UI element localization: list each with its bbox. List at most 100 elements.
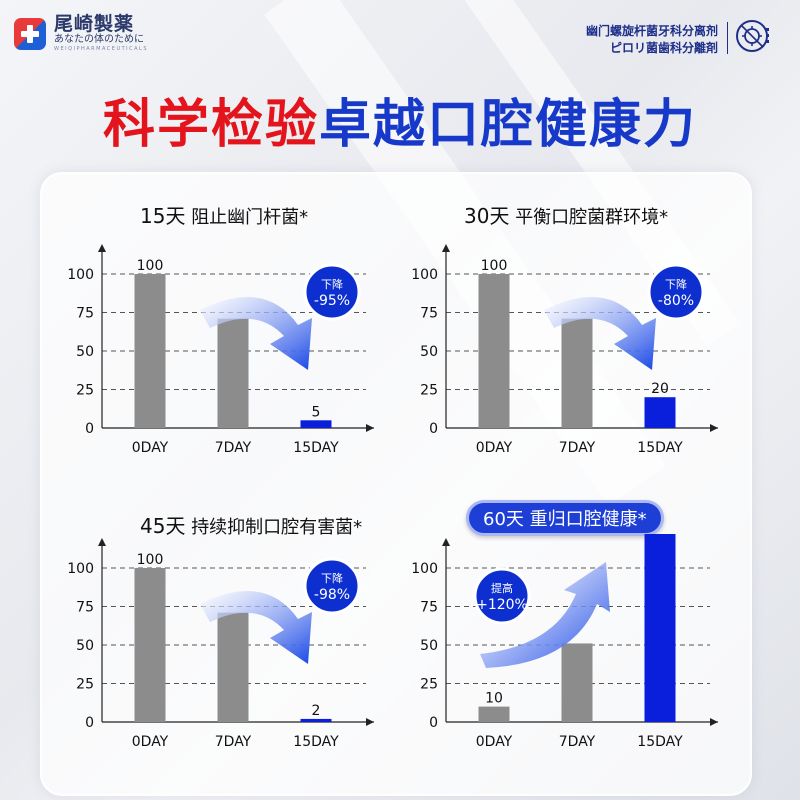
brand-logo [14,17,46,50]
x-tick-label: 15DAY [637,440,683,456]
product-name: 幽门螺旋杆菌牙科分离剂 ピロリ菌歯科分離剤 [586,23,718,57]
y-tick-label: 75 [420,306,438,322]
header-divider [727,22,728,54]
chart-title-days: 60天 [483,509,524,530]
x-tick-label: 7DAY [559,734,596,750]
x-tick-label: 15DAY [637,734,683,750]
x-tick-label: 15DAY [293,440,339,456]
bar [561,643,593,722]
y-axis-arrow [98,244,106,252]
x-tick-label: 0DAY [476,734,513,750]
data-label: 5 [312,404,321,420]
x-tick-label: 0DAY [476,440,513,456]
percent-badge [647,263,705,321]
percent-badge-label: 下降 [321,571,343,585]
headline: 科学检验卓越口腔健康力 [0,82,800,157]
bar [217,318,249,428]
x-tick-label: 15DAY [293,734,339,750]
y-tick-label: 50 [76,344,94,360]
percent-badge-value: -95% [314,293,350,309]
percent-badge [303,557,361,615]
percent-badge-value: -98% [314,587,350,603]
y-tick-label: 25 [420,383,438,399]
bar [300,420,332,428]
y-tick-label: 100 [411,561,438,577]
bar-chart-15-days: 0 25 50 75 100 0DAY 100 7DAY 15DAY 5 下降 -95% [67,244,374,456]
chart-title-days: 15天 [140,204,186,228]
percent-badge-label: 下降 [665,277,687,291]
trend-arrow-down [200,297,312,370]
headline-blue: 卓越口腔健康力 [319,95,698,155]
brand-english: WEIQIPHARMACEUTICALS [54,46,149,52]
trend-arrow-down [544,297,656,370]
y-tick-label: 0 [85,421,94,437]
y-tick-label: 0 [85,715,94,731]
bar-chart-30-days: 0 25 50 75 100 0DAY 100 7DAY 15DAY 20 下降 -80% [411,244,718,456]
y-tick-label: 0 [429,421,438,437]
x-tick-label: 0DAY [132,440,169,456]
x-axis-arrow [710,718,718,726]
chart-title-text: 重归口腔健康* [529,509,647,530]
y-tick-label: 50 [76,638,94,654]
y-axis-arrow [98,538,106,546]
y-tick-label: 0 [429,715,438,731]
y-tick-label: 75 [420,600,438,616]
bar-chart-45-days: 0 25 50 75 100 0DAY 100 7DAY 15DAY 2 下降 -98% [67,538,374,750]
y-tick-label: 75 [76,600,94,616]
data-label: 2 [312,703,321,719]
chart-title-text: 阻止幽门杆菌* [191,207,309,228]
percent-badge-label: 下降 [321,277,343,291]
y-tick-label: 50 [420,638,438,654]
data-label: 100 [137,258,164,274]
y-tick-label: 100 [67,267,94,283]
no-bacteria-icon [736,20,769,52]
bar [644,397,676,428]
x-tick-label: 7DAY [215,734,252,750]
y-tick-label: 25 [76,677,94,693]
bar [134,274,166,428]
y-tick-label: 100 [67,561,94,577]
y-tick-label: 100 [411,267,438,283]
bar [478,706,510,722]
chart-title-text: 持续抑制口腔有害菌* [191,517,363,538]
chart-title-text: 平衡口腔菌群环境* [515,207,669,228]
brand-tagline: あなたの体のために [54,34,144,45]
chart-title-days: 30天 [464,204,510,228]
bar [217,612,249,722]
percent-badge [473,567,531,625]
bar [644,534,676,722]
brand-name: 尾崎製薬 [54,13,135,35]
y-tick-label: 25 [76,383,94,399]
x-tick-label: 7DAY [559,440,596,456]
bar [134,568,166,722]
data-label: 20 [651,381,669,397]
chart-title: 45天 持续抑制口腔有害菌* [140,510,362,539]
product-name-jp: ピロリ菌歯科分離剤 [609,41,718,55]
y-tick-label: 75 [76,306,94,322]
data-label: 10 [485,691,503,707]
bar-chart-60-days: 02550751000DAY107DAY15DAY130提高+120% [411,534,718,750]
product-name-cn: 幽门螺旋杆菌牙科分离剂 [585,24,718,38]
data-label: 100 [137,552,164,568]
percent-badge-value: +120% [476,597,528,613]
trend-arrow-up [480,562,610,668]
chart-title: 30天 平衡口腔菌群环境* [464,200,668,229]
data-label: 100 [481,258,508,274]
x-axis-arrow [710,424,718,432]
bar [478,274,510,428]
x-tick-label: 0DAY [132,734,169,750]
percent-badge [303,263,361,321]
percent-badge-value: -80% [658,293,694,309]
brand: 尾崎製薬 あなたの体のために WEIQIPHARMACEUTICALS [14,14,148,53]
x-axis-arrow [366,718,374,726]
y-tick-label: 25 [420,677,438,693]
chart-title-days: 45天 [140,514,186,538]
trend-arrow-down [200,591,312,664]
headline-red: 科学检验 [102,95,319,155]
chart-title: 15天 阻止幽门杆菌* [140,200,308,229]
y-axis-arrow [442,538,450,546]
y-axis-arrow [442,244,450,252]
x-tick-label: 7DAY [215,440,252,456]
chart-title-pill: 60天 重归口腔健康* [466,500,664,536]
percent-badge-label: 提高 [491,581,513,595]
